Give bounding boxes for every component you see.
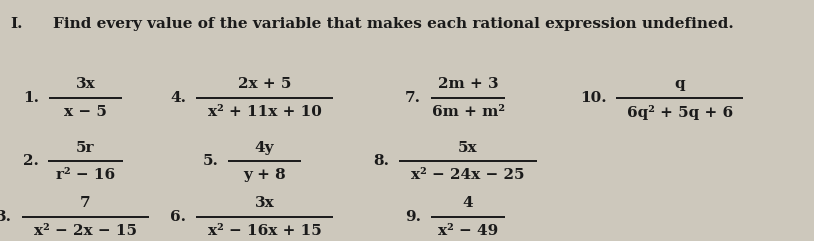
Text: 2m + 3: 2m + 3 bbox=[438, 77, 498, 91]
Text: 3x: 3x bbox=[255, 196, 274, 210]
Text: y + 8: y + 8 bbox=[243, 168, 286, 182]
Text: x² − 2x − 15: x² − 2x − 15 bbox=[34, 224, 137, 238]
Text: 2.: 2. bbox=[23, 154, 39, 168]
Text: I.: I. bbox=[11, 17, 23, 31]
Text: 6q² + 5q + 6: 6q² + 5q + 6 bbox=[627, 105, 733, 120]
Text: x² + 11x + 10: x² + 11x + 10 bbox=[208, 105, 322, 119]
Text: 3x: 3x bbox=[76, 77, 95, 91]
Text: Find every value of the variable that makes each rational expression undefined.: Find every value of the variable that ma… bbox=[53, 17, 733, 31]
Text: 8.: 8. bbox=[374, 154, 389, 168]
Text: 5r: 5r bbox=[77, 141, 94, 154]
Text: r² − 16: r² − 16 bbox=[56, 168, 115, 182]
Text: x² − 49: x² − 49 bbox=[438, 224, 498, 238]
Text: 5.: 5. bbox=[202, 154, 218, 168]
Text: 5x: 5x bbox=[458, 141, 478, 154]
Text: 9.: 9. bbox=[405, 210, 422, 224]
Text: 10.: 10. bbox=[580, 91, 606, 105]
Text: x − 5: x − 5 bbox=[64, 105, 107, 119]
Text: 7: 7 bbox=[80, 196, 91, 210]
Text: 6m + m²: 6m + m² bbox=[431, 105, 505, 119]
Text: 2x + 5: 2x + 5 bbox=[238, 77, 291, 91]
Text: 7.: 7. bbox=[405, 91, 422, 105]
Text: 4: 4 bbox=[462, 196, 474, 210]
Text: q: q bbox=[674, 77, 685, 91]
Text: 3.: 3. bbox=[0, 210, 12, 224]
Text: 4.: 4. bbox=[170, 91, 186, 105]
Text: 6.: 6. bbox=[170, 210, 186, 224]
Text: x² − 16x + 15: x² − 16x + 15 bbox=[208, 224, 322, 238]
Text: 1.: 1. bbox=[23, 91, 39, 105]
Text: 4y: 4y bbox=[255, 141, 274, 154]
Text: x² − 24x − 25: x² − 24x − 25 bbox=[411, 168, 525, 182]
